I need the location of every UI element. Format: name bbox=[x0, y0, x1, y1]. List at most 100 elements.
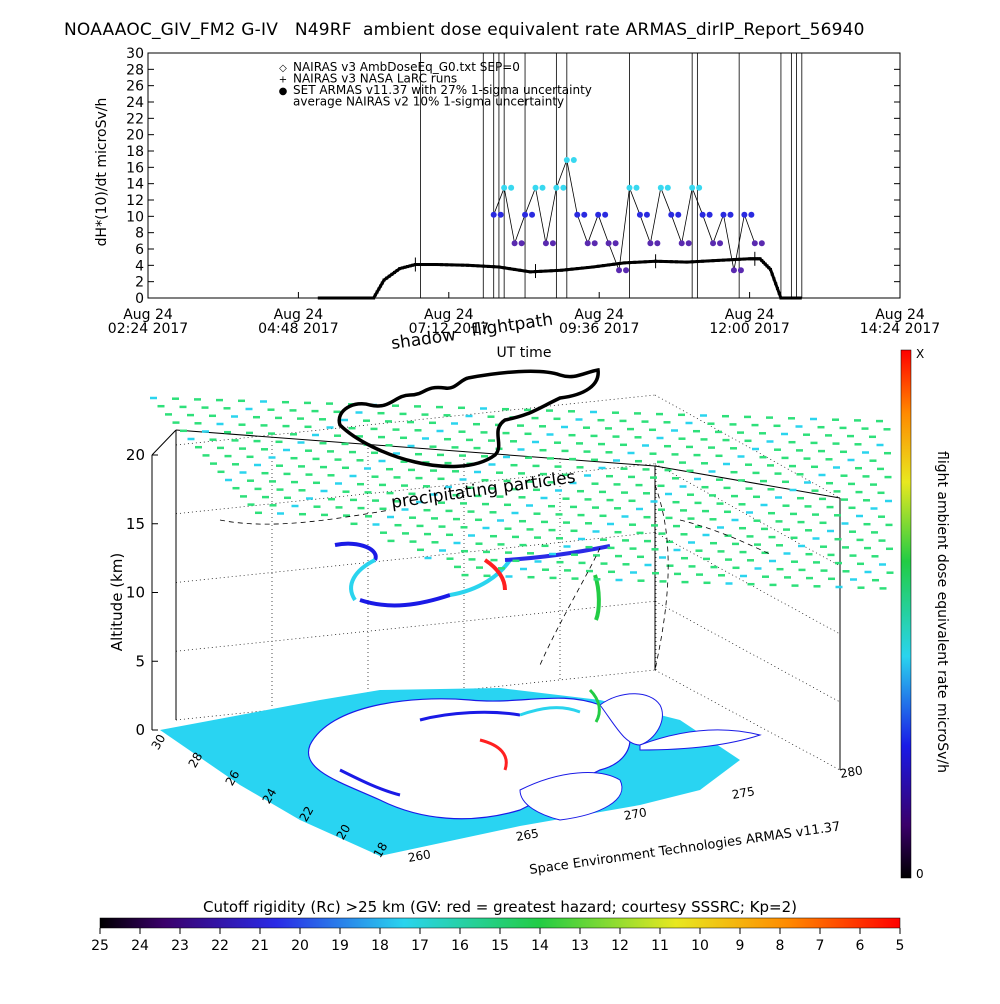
cutoff-tick-label: 9 bbox=[736, 938, 745, 954]
ground-track-segment bbox=[479, 738, 508, 771]
legend-symbol: + bbox=[279, 75, 287, 86]
armas-point bbox=[758, 240, 765, 247]
credit-text: Space Environment Technologies ARMAS v11… bbox=[528, 819, 841, 878]
armas-point bbox=[581, 211, 588, 218]
x-tick-label-time: 09:36 2017 bbox=[559, 321, 639, 337]
armas-point bbox=[706, 211, 713, 218]
y-tick-label: 8 bbox=[135, 226, 144, 242]
figure-title: NOAAAOC_GIV_FM2 G-IV N49RF ambient dose … bbox=[64, 20, 865, 40]
altitude-tick-label: 10 bbox=[126, 584, 145, 602]
nairas-point bbox=[762, 260, 766, 264]
shadow-path bbox=[337, 367, 600, 469]
nairas-point bbox=[659, 259, 663, 263]
nairas-point bbox=[392, 270, 396, 274]
cutoff-colorbar-ticks: 25 24 23 22 21 20 19 18 17 16 15 14 13 12 11 10 9 8 7 6 5 bbox=[91, 928, 904, 954]
nairas-point bbox=[363, 296, 367, 300]
nairas-point bbox=[648, 260, 652, 264]
armas-point bbox=[522, 211, 529, 218]
y-tick-label: 4 bbox=[135, 258, 144, 274]
dose-colorbar: X 0 flight ambient dose equivalent rate … bbox=[900, 347, 950, 881]
armas-point bbox=[689, 184, 696, 191]
legend-entry: NAIRAS v3 AmbDoseEq_G0.txt SEP=0 bbox=[293, 60, 520, 74]
armas-point bbox=[501, 184, 508, 191]
legend-symbol: ● bbox=[279, 86, 288, 97]
armas-point bbox=[727, 211, 734, 218]
nairas-point bbox=[706, 259, 710, 263]
grid-line-h bbox=[175, 532, 656, 583]
nairas-point bbox=[674, 260, 678, 264]
y-tick-label: 16 bbox=[126, 160, 144, 176]
dose-colorbar-max-label: X bbox=[916, 347, 924, 361]
grid-line-h bbox=[175, 463, 656, 515]
annotation-shadow: shadow bbox=[390, 325, 457, 354]
nairas-point bbox=[775, 286, 779, 290]
armas-point bbox=[605, 240, 612, 247]
armas-point bbox=[657, 184, 664, 191]
cutoff-tick-label: 20 bbox=[291, 938, 309, 954]
nairas-point bbox=[476, 264, 480, 268]
armas-point bbox=[696, 184, 703, 191]
nairas-point bbox=[518, 268, 522, 272]
armas-point bbox=[710, 240, 717, 247]
altitude-tick-label: 5 bbox=[135, 652, 145, 670]
nairas-point bbox=[737, 257, 741, 261]
armas-point bbox=[623, 267, 630, 274]
armas-point bbox=[511, 240, 518, 247]
nairas-point bbox=[481, 264, 485, 268]
top-plot-frame bbox=[147, 52, 901, 299]
x-tick-label-date: Aug 24 bbox=[875, 307, 925, 323]
nairas-point bbox=[570, 267, 574, 271]
nairas-point bbox=[565, 268, 569, 272]
nairas-point bbox=[445, 263, 449, 267]
nairas-point bbox=[680, 260, 684, 264]
y-tick-label: 10 bbox=[126, 209, 144, 225]
nairas-point bbox=[638, 260, 642, 264]
latitude-tick-label: 30 bbox=[149, 732, 169, 752]
latitude-tick-label: 18 bbox=[371, 840, 391, 860]
nairas-point bbox=[643, 260, 647, 264]
grid-line-depth bbox=[654, 463, 841, 567]
armas-point bbox=[668, 211, 675, 218]
latitude-tick-label: 28 bbox=[186, 750, 206, 770]
armas-point bbox=[602, 211, 609, 218]
nairas-point bbox=[544, 269, 548, 273]
nairas-point bbox=[417, 263, 421, 267]
ground-flight-track bbox=[339, 688, 601, 797]
cutoff-tick-label: 7 bbox=[816, 938, 825, 954]
legend-entry: NAIRAS v3 NASA LaRC runs bbox=[293, 72, 457, 86]
nairas-point bbox=[335, 296, 339, 300]
nairas-point bbox=[758, 257, 762, 261]
nairas-point bbox=[406, 265, 410, 269]
nairas-point bbox=[377, 287, 381, 291]
top-y-axis-label: dH*(10)/dt microSv/h bbox=[94, 98, 110, 247]
nairas-point bbox=[373, 293, 377, 297]
nairas-point bbox=[549, 269, 553, 273]
armas-point bbox=[720, 211, 727, 218]
cutoff-tick-label: 24 bbox=[131, 938, 149, 954]
nairas-point bbox=[748, 257, 752, 261]
nairas-point bbox=[768, 267, 772, 271]
armas-point bbox=[678, 240, 685, 247]
nairas-point bbox=[789, 296, 793, 300]
florida-peninsula bbox=[599, 693, 663, 746]
nairas-point bbox=[749, 257, 753, 261]
nairas-point bbox=[716, 258, 720, 262]
annotation-flightpath: flightpath bbox=[470, 310, 554, 341]
nairas-point bbox=[607, 263, 611, 267]
nairas-point bbox=[539, 269, 543, 273]
altitude-tick-label: 15 bbox=[126, 515, 145, 533]
armas-point bbox=[636, 211, 643, 218]
ground-map bbox=[160, 688, 762, 856]
cutoff-tick-label: 10 bbox=[691, 938, 709, 954]
top-legend: ◇ NAIRAS v3 AmbDoseEq_G0.txt SEP=0 + NAIRAS… bbox=[279, 60, 592, 109]
nairas-point bbox=[375, 290, 379, 294]
x-tick-label-time: 07:12 2017 bbox=[409, 321, 489, 337]
nairas-point bbox=[601, 264, 605, 268]
nairas-point bbox=[466, 263, 470, 267]
y-tick-label: 20 bbox=[126, 128, 144, 144]
nairas-point bbox=[460, 263, 464, 267]
nairas-point bbox=[395, 269, 399, 273]
